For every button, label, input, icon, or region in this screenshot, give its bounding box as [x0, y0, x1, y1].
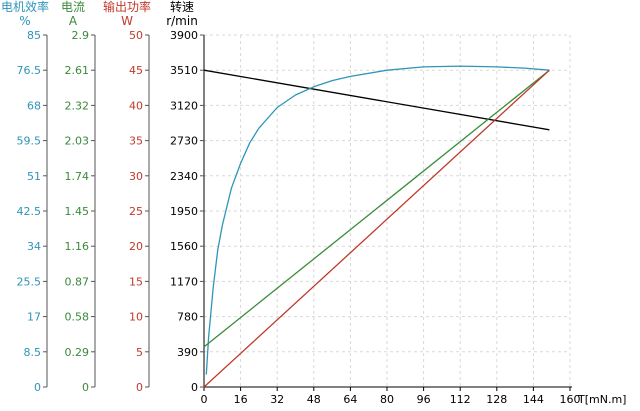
- y-tick-label-spd: 1170: [170, 275, 198, 288]
- y-axis-unit-cur: A: [69, 14, 78, 28]
- x-axis-label: T[mN.m]: [577, 393, 626, 406]
- y-tick-label-cur: 1.74: [65, 170, 90, 183]
- y-tick-label-pow: 40: [129, 99, 143, 112]
- y-tick-label-cur: 1.16: [65, 240, 90, 253]
- y-tick-label-spd: 390: [177, 346, 198, 359]
- y-tick-label-pow: 35: [129, 135, 143, 148]
- y-tick-label-spd: 780: [177, 311, 198, 324]
- y-tick-label-eff: 42.5: [17, 205, 42, 218]
- y-tick-label-cur: 2.9: [72, 29, 90, 42]
- y-tick-label-eff: 76.5: [17, 64, 42, 77]
- grid-lines: [204, 34, 571, 387]
- y-tick-label-pow: 15: [129, 275, 143, 288]
- y-tick-label-cur: 1.45: [65, 205, 90, 218]
- y-tick-label-spd: 2730: [170, 135, 198, 148]
- x-tick-label: 32: [270, 393, 284, 406]
- y-tick-label-spd: 3510: [170, 64, 198, 77]
- x-tick-label: 64: [343, 393, 357, 406]
- y-tick-label-spd: 3120: [170, 99, 198, 112]
- series-line-pow: [203, 69, 550, 388]
- y-tick-label-pow: 25: [129, 205, 143, 218]
- series-line-spd: [203, 69, 550, 131]
- x-tick-label: 16: [234, 393, 248, 406]
- y-tick-label-pow: 0: [136, 381, 143, 394]
- y-tick-label-pow: 45: [129, 64, 143, 77]
- y-tick-label-spd: 1560: [170, 240, 198, 253]
- x-tick-label: 0: [201, 393, 208, 406]
- y-tick-label-cur: 0.87: [65, 275, 90, 288]
- x-tick-label: 48: [307, 393, 321, 406]
- y-tick-label-pow: 30: [129, 170, 143, 183]
- y-tick-label-eff: 17: [27, 311, 41, 324]
- y-axis-unit-spd: r/min: [166, 14, 198, 28]
- y-axis-title-pow: 输出功率: [103, 0, 151, 14]
- y-tick-label-spd: 0: [191, 381, 198, 394]
- y-tick-label-cur: 0: [82, 381, 89, 394]
- y-tick-label-eff: 8.5: [24, 346, 42, 359]
- y-axis-title-cur: 电流: [61, 0, 85, 14]
- y-tick-label-pow: 20: [129, 240, 143, 253]
- y-tick-label-eff: 34: [27, 240, 41, 253]
- x-tick-label: 80: [380, 393, 394, 406]
- y-axis-unit-eff: %: [19, 14, 30, 28]
- series-lines: [203, 65, 550, 388]
- x-tick-label: 160: [560, 393, 581, 406]
- y-tick-label-eff: 25.5: [17, 275, 42, 288]
- y-tick-label-eff: 68: [27, 99, 41, 112]
- y-tick-label-cur: 2.03: [65, 135, 90, 148]
- y-tick-label-spd: 1950: [170, 205, 198, 218]
- y-tick-label-cur: 2.61: [65, 64, 90, 77]
- y-axis-title-eff: 电机效率: [1, 0, 49, 14]
- y-tick-label-pow: 5: [136, 346, 143, 359]
- x-tick-label: 112: [450, 393, 471, 406]
- y-tick-label-cur: 2.32: [65, 99, 90, 112]
- series-line-eff: [205, 65, 550, 375]
- y-tick-label-cur: 0.58: [65, 311, 90, 324]
- y-tick-label-spd: 3900: [170, 29, 198, 42]
- y-axis-title-spd: 转速: [170, 0, 194, 14]
- y-axis-unit-pow: W: [121, 14, 133, 28]
- x-tick-label: 144: [523, 393, 544, 406]
- y-tick-label-eff: 0: [34, 381, 41, 394]
- y-tick-label-eff: 59.5: [17, 135, 42, 148]
- y-tick-label-spd: 2340: [170, 170, 198, 183]
- y-tick-label-eff: 85: [27, 29, 41, 42]
- x-tick-label: 128: [486, 393, 507, 406]
- x-tick-label: 96: [417, 393, 431, 406]
- y-tick-label-eff: 51: [27, 170, 41, 183]
- y-tick-label-cur: 0.29: [65, 346, 90, 359]
- y-tick-label-pow: 10: [129, 311, 143, 324]
- y-tick-label-pow: 50: [129, 29, 143, 42]
- series-line-cur: [203, 69, 550, 348]
